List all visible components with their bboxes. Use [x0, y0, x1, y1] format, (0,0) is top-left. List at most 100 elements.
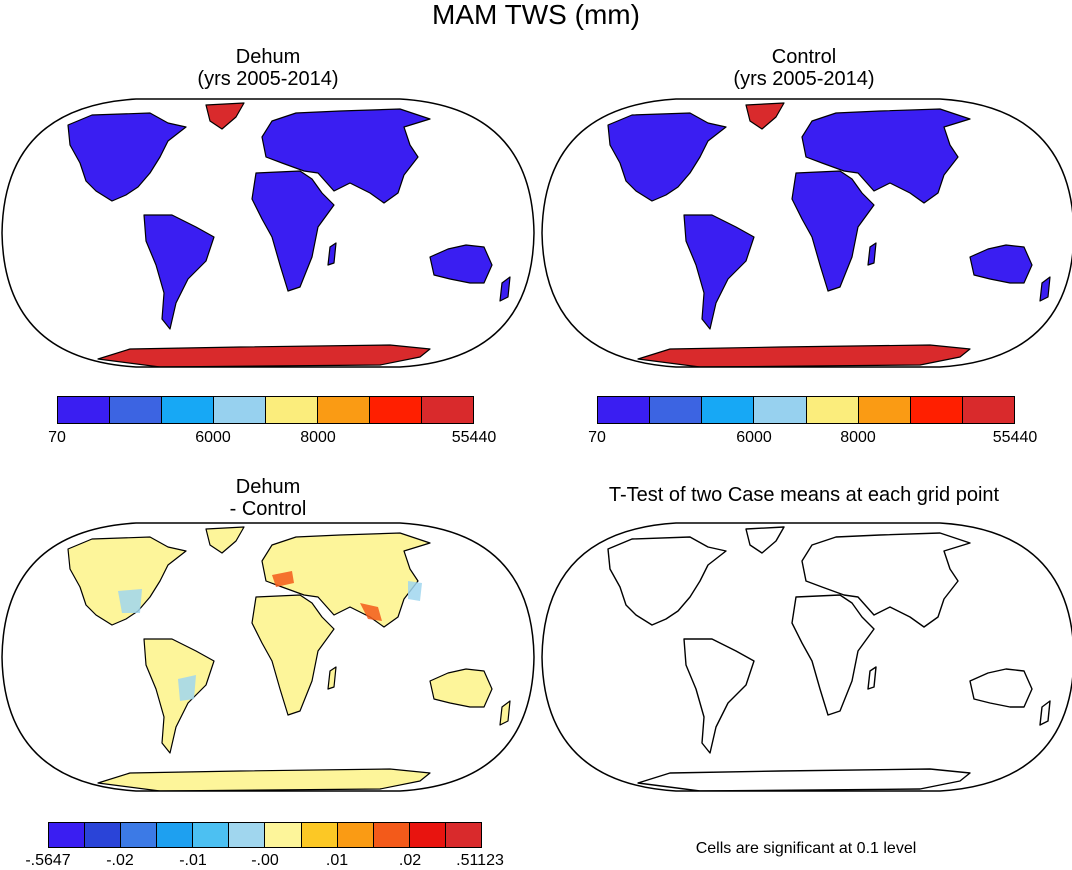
colorbar-dehum-tick: 55440 — [451, 429, 497, 446]
land-antarctica — [637, 768, 971, 791]
colorbar-swatch — [121, 823, 158, 847]
colorbar-control-tick: 70 — [588, 429, 606, 446]
colorbar-control-tick: 55440 — [992, 429, 1038, 446]
land-greenland — [745, 102, 785, 130]
colorbar-diff-tick: .02 — [398, 852, 422, 869]
colorbar-swatch — [754, 397, 807, 423]
colorbar-swatch — [301, 823, 338, 847]
colorbar-swatch — [162, 397, 214, 423]
land-greenland — [745, 526, 785, 554]
land-africa — [791, 170, 875, 292]
map-ttest — [541, 522, 1072, 792]
land-new-zealand — [499, 276, 511, 302]
land-north-america — [67, 112, 187, 202]
panel-control-title-line1: Control — [771, 46, 837, 68]
colorbar-diff-tick: -.5647 — [25, 852, 71, 869]
land-australia — [969, 244, 1033, 284]
colorbar-control-tick: 6000 — [736, 429, 772, 446]
colorbar-diff — [48, 822, 482, 848]
map-control — [541, 98, 1072, 368]
colorbar-swatch — [193, 823, 230, 847]
colorbar-swatch — [337, 823, 374, 847]
land-new-zealand — [499, 700, 511, 726]
hot-spot-europe — [272, 571, 294, 587]
panel-diff-title: Dehum - Control — [0, 476, 536, 520]
colorbar-swatch — [650, 397, 703, 423]
land-north-america — [67, 536, 187, 626]
map-border — [541, 98, 1072, 368]
land-antarctica — [97, 768, 431, 791]
colorbar-swatch — [806, 397, 859, 423]
land-madagascar — [867, 666, 877, 690]
wet-spot-east-asia — [408, 581, 422, 601]
land-antarctica — [637, 344, 971, 367]
colorbar-diff-tick: .51123 — [456, 852, 504, 869]
panel-dehum-title-line1: Dehum — [235, 46, 301, 68]
colorbar-diff-tick: -.02 — [106, 852, 134, 869]
land-new-zealand — [1039, 700, 1051, 726]
colorbar-swatch — [214, 397, 266, 423]
wet-spot-us-east — [118, 589, 142, 613]
colorbar-swatch — [702, 397, 755, 423]
land-madagascar — [327, 666, 337, 690]
colorbar-diff-tick: -.01 — [179, 852, 207, 869]
map-border — [541, 522, 1072, 792]
land-south-america — [683, 638, 755, 754]
land-australia — [429, 244, 493, 284]
panel-dehum-title-line2: (yrs 2005-2014) — [197, 68, 339, 90]
map-border — [1, 98, 535, 368]
land-eurasia — [261, 108, 431, 204]
land-new-zealand — [1039, 276, 1051, 302]
panel-diff-title-line1: Dehum — [235, 476, 301, 498]
land-madagascar — [867, 242, 877, 266]
map-dehum — [1, 98, 535, 368]
colorbar-swatch — [422, 397, 473, 423]
land-north-america — [607, 112, 727, 202]
hot-spot-india — [360, 603, 382, 621]
panel-ttest-title: T-Test of two Case means at each grid po… — [608, 484, 1000, 506]
colorbar-control — [597, 396, 1015, 424]
ttest-note: Cells are significant at 0.1 level — [695, 840, 917, 857]
colorbar-swatch — [598, 397, 651, 423]
colorbar-swatch — [266, 397, 318, 423]
colorbar-swatch — [229, 823, 266, 847]
panel-control-title: Control (yrs 2005-2014) — [536, 46, 1072, 90]
land-south-america — [683, 214, 755, 330]
colorbar-swatch — [58, 397, 110, 423]
panel-control-title-line2: (yrs 2005-2014) — [733, 68, 875, 90]
colorbar-swatch — [962, 397, 1014, 423]
colorbar-swatch — [370, 397, 422, 423]
land-south-america — [143, 638, 215, 754]
colorbar-swatch — [110, 397, 162, 423]
land-madagascar — [327, 242, 337, 266]
colorbar-diff-tick: .01 — [325, 852, 349, 869]
colorbar-diff-tick: -.00 — [251, 852, 279, 869]
colorbar-swatch — [49, 823, 86, 847]
land-north-america — [607, 536, 727, 626]
colorbar-swatch — [373, 823, 410, 847]
land-eurasia — [261, 532, 431, 628]
colorbar-swatch — [409, 823, 446, 847]
land-africa — [251, 594, 335, 716]
colorbar-swatch — [85, 823, 122, 847]
colorbar-dehum-tick: 6000 — [195, 429, 231, 446]
land-greenland — [205, 102, 245, 130]
colorbar-swatch — [318, 397, 370, 423]
map-border — [1, 522, 535, 792]
map-land-group — [67, 526, 511, 791]
land-australia — [429, 668, 493, 708]
figure-title: MAM TWS (mm) — [432, 0, 640, 30]
colorbar-dehum-tick: 70 — [48, 429, 66, 446]
land-south-america — [143, 214, 215, 330]
map-land-group — [67, 102, 511, 367]
colorbar-swatch — [858, 397, 911, 423]
land-greenland — [205, 526, 245, 554]
land-antarctica — [97, 344, 431, 367]
map-diff — [1, 522, 535, 792]
colorbar-dehum-tick: 8000 — [300, 429, 336, 446]
panel-dehum-title: Dehum (yrs 2005-2014) — [0, 46, 536, 90]
colorbar-swatch — [265, 823, 302, 847]
map-land-group — [607, 526, 1051, 791]
land-africa — [251, 170, 335, 292]
colorbar-swatch — [910, 397, 963, 423]
